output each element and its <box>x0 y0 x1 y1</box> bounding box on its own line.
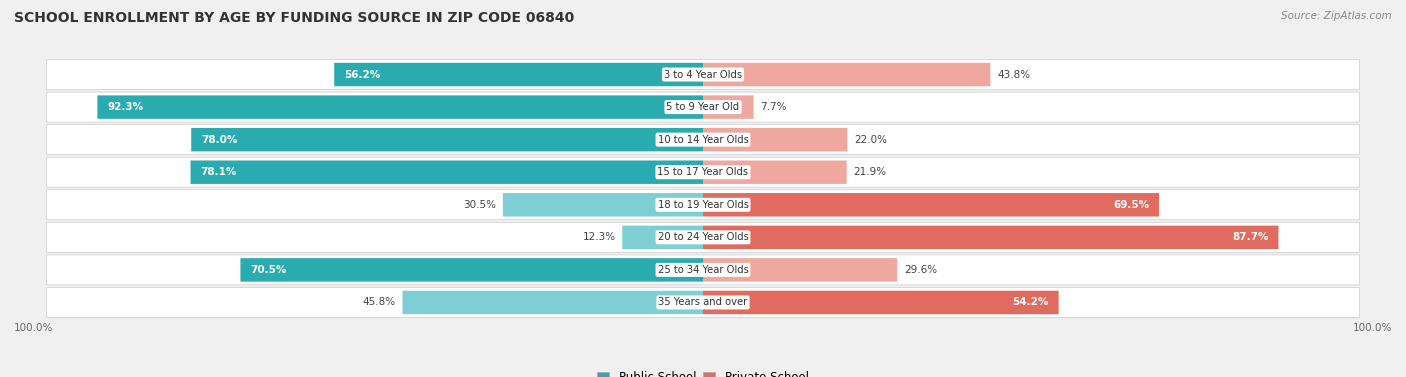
FancyBboxPatch shape <box>703 258 897 282</box>
Text: SCHOOL ENROLLMENT BY AGE BY FUNDING SOURCE IN ZIP CODE 06840: SCHOOL ENROLLMENT BY AGE BY FUNDING SOUR… <box>14 11 574 25</box>
Text: Source: ZipAtlas.com: Source: ZipAtlas.com <box>1281 11 1392 21</box>
FancyBboxPatch shape <box>503 193 703 216</box>
Text: 3 to 4 Year Olds: 3 to 4 Year Olds <box>664 69 742 80</box>
FancyBboxPatch shape <box>703 128 848 152</box>
Text: 87.7%: 87.7% <box>1232 232 1268 242</box>
Text: 43.8%: 43.8% <box>997 69 1031 80</box>
FancyBboxPatch shape <box>46 255 1360 285</box>
FancyBboxPatch shape <box>97 95 703 119</box>
FancyBboxPatch shape <box>46 288 1360 317</box>
FancyBboxPatch shape <box>240 258 703 282</box>
Text: 78.1%: 78.1% <box>201 167 236 177</box>
Text: 20 to 24 Year Olds: 20 to 24 Year Olds <box>658 232 748 242</box>
FancyBboxPatch shape <box>335 63 703 86</box>
Text: 10 to 14 Year Olds: 10 to 14 Year Olds <box>658 135 748 145</box>
Text: 7.7%: 7.7% <box>761 102 786 112</box>
Text: 69.5%: 69.5% <box>1114 200 1149 210</box>
Text: 54.2%: 54.2% <box>1012 297 1049 308</box>
FancyBboxPatch shape <box>703 63 990 86</box>
Text: 56.2%: 56.2% <box>344 69 381 80</box>
Text: 15 to 17 Year Olds: 15 to 17 Year Olds <box>658 167 748 177</box>
FancyBboxPatch shape <box>703 193 1159 216</box>
Text: 30.5%: 30.5% <box>464 200 496 210</box>
FancyBboxPatch shape <box>191 128 703 152</box>
FancyBboxPatch shape <box>191 161 703 184</box>
Legend: Public School, Private School: Public School, Private School <box>593 366 813 377</box>
FancyBboxPatch shape <box>623 225 703 249</box>
FancyBboxPatch shape <box>703 291 1059 314</box>
Text: 92.3%: 92.3% <box>107 102 143 112</box>
Text: 100.0%: 100.0% <box>1353 323 1392 333</box>
FancyBboxPatch shape <box>703 95 754 119</box>
Text: 25 to 34 Year Olds: 25 to 34 Year Olds <box>658 265 748 275</box>
Text: 100.0%: 100.0% <box>14 323 53 333</box>
Text: 22.0%: 22.0% <box>853 135 887 145</box>
Text: 45.8%: 45.8% <box>363 297 396 308</box>
Text: 5 to 9 Year Old: 5 to 9 Year Old <box>666 102 740 112</box>
FancyBboxPatch shape <box>46 190 1360 220</box>
FancyBboxPatch shape <box>46 157 1360 187</box>
Text: 12.3%: 12.3% <box>582 232 616 242</box>
FancyBboxPatch shape <box>703 225 1278 249</box>
FancyBboxPatch shape <box>46 222 1360 252</box>
FancyBboxPatch shape <box>46 92 1360 122</box>
FancyBboxPatch shape <box>46 125 1360 155</box>
FancyBboxPatch shape <box>46 60 1360 89</box>
Text: 70.5%: 70.5% <box>250 265 287 275</box>
Text: 35 Years and over: 35 Years and over <box>658 297 748 308</box>
FancyBboxPatch shape <box>402 291 703 314</box>
Text: 21.9%: 21.9% <box>853 167 886 177</box>
Text: 29.6%: 29.6% <box>904 265 936 275</box>
FancyBboxPatch shape <box>703 161 846 184</box>
Text: 18 to 19 Year Olds: 18 to 19 Year Olds <box>658 200 748 210</box>
Text: 78.0%: 78.0% <box>201 135 238 145</box>
